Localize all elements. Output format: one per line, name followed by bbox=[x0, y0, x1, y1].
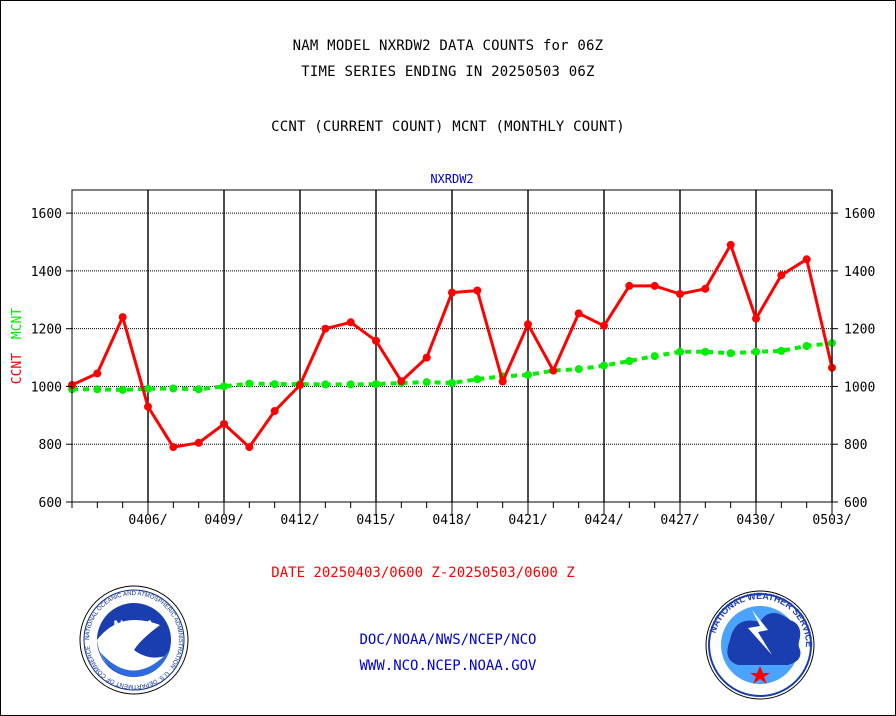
point-ccnt bbox=[802, 255, 811, 264]
point-mcnt bbox=[676, 347, 684, 356]
y-tick-label-right: 1000 bbox=[844, 380, 875, 395]
x-tick-label: 0427/ bbox=[660, 513, 699, 528]
point-ccnt bbox=[600, 321, 608, 330]
x-tick-label: 0415/ bbox=[356, 513, 395, 528]
point-ccnt bbox=[118, 313, 127, 322]
point-ccnt bbox=[777, 271, 786, 280]
point-ccnt bbox=[245, 443, 254, 452]
y-tick-label-right: 1200 bbox=[844, 323, 875, 338]
point-ccnt bbox=[296, 381, 304, 389]
noaa-logo: NOAA NATIONAL OCEANIC AND ATMOSPHERIC AD… bbox=[79, 585, 189, 695]
point-ccnt bbox=[752, 314, 760, 323]
date-range-label: DATE 20250403/0600 Z-20250503/0600 Z bbox=[271, 565, 575, 581]
point-mcnt bbox=[650, 352, 659, 361]
point-mcnt bbox=[726, 349, 735, 358]
point-ccnt bbox=[321, 324, 330, 333]
point-mcnt bbox=[701, 347, 710, 356]
point-ccnt bbox=[270, 407, 279, 415]
chart-title-line1: NAM MODEL NXRDW2 DATA COUNTS for 06Z bbox=[292, 38, 604, 54]
x-tick-label: 0503/ bbox=[812, 513, 851, 528]
point-ccnt bbox=[346, 318, 355, 327]
x-tick-label: 0409/ bbox=[204, 513, 243, 528]
point-mcnt bbox=[245, 379, 254, 388]
point-mcnt bbox=[93, 385, 102, 394]
point-ccnt bbox=[473, 286, 482, 295]
website-label: WWW.NCO.NCEP.NOAA.GOV bbox=[359, 658, 537, 674]
y-tick-label-right: 1400 bbox=[844, 265, 875, 280]
point-ccnt bbox=[650, 281, 659, 290]
point-ccnt bbox=[524, 320, 532, 329]
point-mcnt bbox=[194, 385, 203, 394]
point-mcnt bbox=[802, 342, 811, 350]
y-axis-label: CCNT MCNT bbox=[10, 308, 25, 385]
noaa-logo-text: NOAA bbox=[113, 617, 154, 633]
point-mcnt bbox=[321, 380, 330, 389]
point-ccnt bbox=[549, 366, 558, 375]
point-mcnt bbox=[422, 378, 431, 387]
x-tick-label: 0430/ bbox=[736, 513, 775, 528]
point-ccnt bbox=[676, 290, 684, 298]
point-ccnt bbox=[498, 377, 507, 386]
point-mcnt bbox=[169, 384, 178, 393]
point-ccnt bbox=[448, 288, 456, 297]
chart-subtitle: CCNT (CURRENT COUNT) MCNT (MONTHLY COUNT… bbox=[271, 119, 625, 135]
point-ccnt bbox=[194, 438, 203, 447]
y-tick-label-right: 800 bbox=[844, 438, 867, 453]
point-mcnt bbox=[346, 380, 355, 389]
y-axis-label-ccnt: CCNT bbox=[10, 345, 25, 384]
point-mcnt bbox=[574, 365, 583, 374]
point-mcnt bbox=[524, 370, 532, 379]
y-tick-label-left: 1600 bbox=[31, 207, 62, 222]
y-tick-label-right: 1600 bbox=[844, 207, 875, 222]
point-ccnt bbox=[144, 402, 152, 411]
point-ccnt bbox=[574, 309, 583, 318]
point-ccnt bbox=[93, 369, 102, 378]
nws-logo: NATIONAL WEATHER SERVICE bbox=[705, 590, 815, 700]
point-ccnt bbox=[422, 353, 431, 362]
point-mcnt bbox=[448, 379, 456, 387]
y-tick-label-left: 800 bbox=[39, 438, 62, 453]
point-ccnt bbox=[625, 281, 634, 290]
point-mcnt bbox=[752, 347, 760, 356]
point-ccnt bbox=[169, 443, 178, 452]
y-tick-label-right: 600 bbox=[844, 496, 867, 511]
point-ccnt bbox=[726, 240, 735, 249]
x-tick-label: 0412/ bbox=[280, 513, 319, 528]
chart-title-line2: TIME SERIES ENDING IN 20250503 06Z bbox=[301, 64, 595, 80]
point-mcnt bbox=[144, 384, 152, 393]
point-mcnt bbox=[600, 361, 608, 370]
point-mcnt bbox=[372, 380, 380, 389]
point-ccnt bbox=[372, 336, 380, 345]
y-tick-label-left: 1400 bbox=[31, 265, 62, 280]
y-tick-label-left: 1000 bbox=[31, 380, 62, 395]
point-mcnt bbox=[777, 346, 786, 355]
point-mcnt bbox=[473, 375, 482, 384]
x-tick-label: 0406/ bbox=[128, 513, 167, 528]
x-tick-label: 0418/ bbox=[432, 513, 471, 528]
panel-title: NXRDW2 bbox=[430, 172, 473, 186]
x-tick-label: 0424/ bbox=[584, 513, 623, 528]
point-mcnt bbox=[118, 385, 127, 394]
point-ccnt bbox=[220, 420, 228, 428]
y-tick-label-left: 600 bbox=[39, 496, 62, 511]
org-label: DOC/NOAA/NWS/NCEP/NCO bbox=[359, 632, 537, 648]
y-tick-label-left: 1200 bbox=[31, 323, 62, 338]
point-mcnt bbox=[625, 357, 634, 365]
x-tick-label: 0421/ bbox=[508, 513, 547, 528]
y-axis-label-mcnt: MCNT bbox=[10, 308, 25, 339]
point-mcnt bbox=[270, 380, 279, 389]
point-mcnt bbox=[220, 382, 228, 391]
point-ccnt bbox=[701, 284, 710, 293]
point-ccnt bbox=[397, 377, 406, 386]
